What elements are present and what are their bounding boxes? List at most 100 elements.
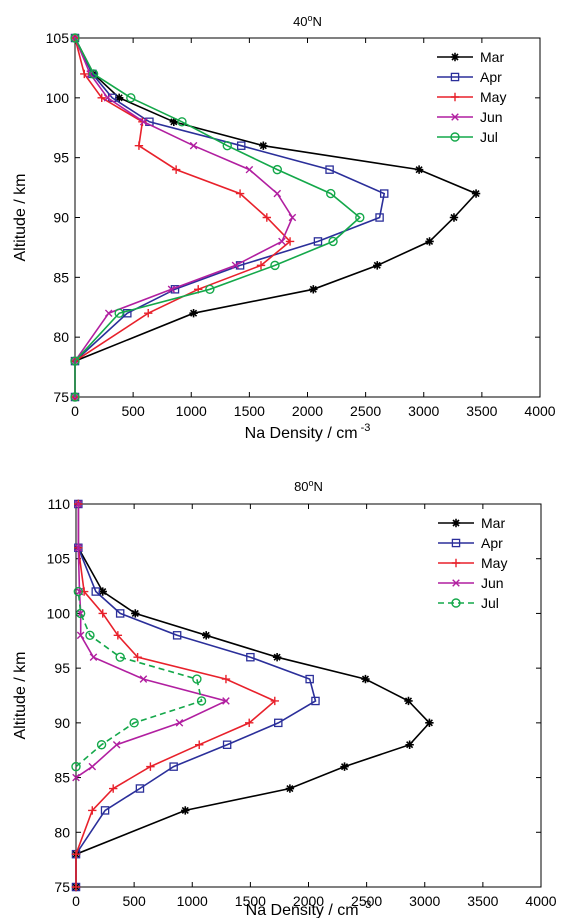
y-tick-label: 105	[46, 30, 70, 46]
data-point	[246, 652, 255, 662]
data-point	[256, 261, 266, 270]
legend-label: Jul	[480, 129, 498, 145]
data-point	[305, 674, 314, 684]
y-tick-label: 100	[47, 605, 71, 621]
x-tick-label: 0	[72, 893, 80, 909]
data-point	[231, 261, 240, 270]
data-point	[89, 653, 98, 661]
data-point	[71, 761, 81, 772]
data-point	[189, 141, 198, 150]
data-point	[75, 608, 86, 619]
legend-label: Apr	[480, 69, 502, 85]
chart-title: 80oN	[294, 478, 323, 494]
data-point	[98, 609, 107, 618]
data-point	[126, 93, 136, 103]
data-point	[74, 543, 83, 552]
data-point	[85, 630, 95, 641]
data-point	[177, 117, 187, 127]
y-tick-label: 105	[47, 551, 71, 567]
data-point	[273, 189, 282, 198]
data-point	[131, 609, 140, 618]
data-point	[88, 806, 97, 815]
data-point	[270, 696, 279, 706]
data-point	[274, 718, 283, 728]
legend-marker	[451, 538, 461, 548]
data-point	[285, 237, 295, 246]
data-point	[98, 587, 107, 596]
data-point	[96, 740, 107, 750]
x-tick-label: 2500	[350, 403, 381, 419]
data-point	[375, 213, 384, 222]
legend-label: Jun	[480, 109, 503, 125]
data-point	[192, 674, 202, 684]
legend: Mar Apr May Jun Jul	[438, 515, 507, 611]
data-point	[205, 284, 215, 294]
legend-marker	[450, 52, 460, 62]
data-point	[405, 740, 414, 749]
y-tick-label: 80	[54, 824, 70, 840]
plot-area	[74, 37, 541, 398]
legend-label: Mar	[480, 49, 504, 65]
data-point	[76, 609, 85, 618]
data-point	[272, 653, 282, 662]
data-point	[172, 631, 182, 640]
x-tick-label: 3000	[409, 893, 440, 909]
data-point	[313, 237, 323, 246]
data-point	[222, 140, 232, 151]
data-point	[414, 165, 424, 174]
data-point	[404, 696, 413, 706]
x-tick-label: 1000	[176, 403, 207, 419]
data-point	[71, 849, 81, 859]
x-tick-label: 3500	[467, 893, 498, 909]
data-point	[134, 141, 144, 150]
data-point	[270, 260, 280, 271]
x-tick-label: 4000	[524, 403, 555, 419]
series-may	[70, 33, 295, 402]
plot-area	[75, 503, 542, 888]
data-point	[328, 236, 338, 247]
series-jun	[72, 500, 230, 782]
series-line	[75, 504, 229, 779]
x-tick-label: 500	[121, 403, 145, 419]
data-point	[71, 882, 81, 892]
legend-label: Jun	[481, 575, 504, 591]
data-point	[262, 213, 272, 222]
x-tick-label: 4000	[525, 893, 556, 909]
data-point	[171, 165, 181, 174]
data-point	[181, 806, 190, 815]
x-tick-label: 1500	[235, 893, 266, 909]
data-point	[373, 261, 382, 270]
data-point	[169, 117, 179, 126]
data-point	[70, 33, 80, 43]
chart-title: 40oN	[293, 13, 322, 29]
series-jul	[71, 586, 207, 772]
x-tick-label: 2000	[293, 893, 324, 909]
legend-marker	[451, 113, 459, 121]
series-jul	[70, 33, 365, 402]
data-point	[235, 189, 245, 198]
data-point	[144, 309, 153, 318]
data-point	[100, 806, 110, 815]
data-point	[471, 189, 481, 198]
chart-2: 80oN 0 500 1000 1500 2000 2500 3000 3500 4000 75 80…	[12, 478, 557, 919]
data-point	[115, 609, 125, 618]
x-axis-label: Na Density / cm -3	[246, 899, 372, 918]
data-point	[325, 165, 334, 174]
series-line	[74, 37, 292, 397]
y-tick-label: 85	[53, 269, 69, 285]
data-point	[97, 93, 106, 103]
data-point	[80, 69, 89, 79]
data-point	[222, 740, 232, 749]
data-point	[115, 652, 125, 662]
y-tick-label: 85	[54, 770, 70, 786]
y-tick-label: 80	[53, 329, 69, 345]
data-point	[88, 69, 99, 79]
data-point	[104, 309, 113, 318]
data-point	[288, 213, 297, 222]
legend-marker	[451, 558, 461, 568]
data-point	[91, 587, 101, 596]
y-tick-label: 75	[53, 389, 69, 405]
data-point	[139, 675, 148, 683]
data-point	[202, 631, 211, 640]
